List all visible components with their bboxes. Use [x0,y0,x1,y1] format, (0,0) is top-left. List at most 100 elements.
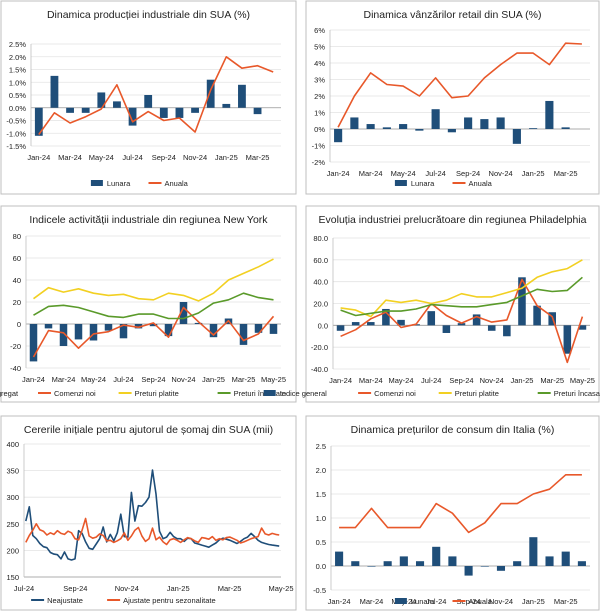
x-tick-label: Jul-24 [122,153,142,162]
bar-lunara [512,129,521,144]
bar-agregat [254,324,263,333]
x-tick-label: Jul-24 [426,597,446,606]
legend-item: Preturi încasate [217,389,287,398]
y-tick-label: 60 [13,254,21,263]
x-tick-label: Jul-24 [421,376,441,385]
bar-lunara [159,107,168,118]
bar-lunara [464,117,473,129]
y-tick-label: 0 [17,320,21,329]
bar-lunara [175,107,184,118]
bar-lunara [367,566,376,567]
x-tick-label: Jan-25 [522,169,545,178]
x-tick-label: May-24 [81,375,106,384]
legend-item: Anuala [148,179,189,188]
bar-indice-general [336,325,345,331]
chart-title: Dinamica producției industriale din SUA … [47,9,250,21]
bar-agregat [29,324,38,362]
bar-lunara [545,100,554,129]
y-tick-label: 0% [314,125,325,134]
x-tick-label: Nov-24 [489,169,513,178]
legend-item: Comenzi noi [38,389,96,398]
y-tick-label: 200 [6,546,19,555]
legend-swatch [263,390,276,396]
legend-label: Anuala [165,179,189,188]
legend-label: Neajustate [47,596,83,605]
y-tick-label: 20 [13,298,21,307]
x-tick-label: Jul-24 [14,584,34,593]
series-line-preturi-încasate [340,276,583,317]
x-tick-label: Mar-25 [554,597,578,606]
x-tick-label: Sep-24 [457,597,481,606]
bar-agregat [179,302,188,324]
bar-indice-general [427,311,436,326]
series-line-comenzi-noi [32,306,275,358]
bar-lunara [335,551,344,566]
bar-lunara [222,103,231,108]
x-tick-label: Nov-24 [115,584,139,593]
bar-lunara [561,127,570,129]
x-tick-label: Nov-24 [183,153,207,162]
x-tick-label: Mar-24 [359,376,383,385]
x-tick-label: Mar-25 [232,375,256,384]
bar-lunara [577,561,586,566]
legend-item: Lunara [90,179,131,188]
bar-indice-general [518,277,526,326]
bar-lunara [350,117,359,129]
x-tick-label: May-24 [391,169,416,178]
x-tick-label: Jan-25 [522,597,545,606]
x-tick-label: Nov-24 [489,597,513,606]
y-tick-label: 20.0 [313,300,328,309]
bar-lunara [561,551,570,566]
chart-panel-4: Evoluția industriei prelucrătoare din re… [263,205,600,403]
series-line-preturi-platite [340,259,583,318]
y-tick-label: 0.0% [9,104,26,113]
series-line-anuala [339,474,582,534]
x-tick-label: Mar-24 [58,153,82,162]
bar-lunara [464,566,473,576]
legend-label: Comenzi noi [54,389,96,398]
x-tick-label: Sep-24 [449,376,473,385]
bar-lunara [513,561,522,566]
y-tick-label: -2% [312,158,326,167]
bar-lunara [480,566,489,567]
x-tick-label: May-25 [268,584,293,593]
x-tick-label: Jan-25 [202,375,225,384]
bar-lunara [399,124,408,129]
legend-item: Indice general [263,389,327,398]
bar-agregat [164,324,173,337]
y-tick-label: 2.5% [9,40,26,49]
bar-lunara [447,129,456,133]
bar-agregat [149,324,158,327]
bar-lunara [128,107,137,126]
legend-label: Indice general [280,389,327,398]
bar-indice-general [578,325,587,330]
bar-lunara [97,92,106,108]
bar-indice-general [367,322,375,326]
bar-lunara [238,84,246,108]
bar-lunara [496,566,506,571]
y-tick-label: 1.5 [316,490,326,499]
y-tick-label: -0.5% [6,117,26,126]
legend-label: Preturi încasate [554,389,600,398]
x-tick-label: Jan-24 [327,169,350,178]
y-tick-label: 2.5 [316,442,326,451]
series-line-neajustate [25,469,280,561]
legend-label: Preturi încasate [234,389,287,398]
bar-lunara [382,127,391,129]
legend-label: Preturi platite [455,389,499,398]
chart-panel-6: Dinamica prețurilor de consum din Italia… [305,415,600,611]
bar-agregat [89,324,98,341]
x-tick-label: Mar-25 [246,153,270,162]
chart-title: Cererile inițiale pentru ajutorul de șom… [24,424,273,436]
x-tick-label: Mar-24 [360,597,384,606]
y-tick-label: 400 [6,440,19,449]
y-tick-label: 60.0 [313,256,328,265]
bar-agregat [269,324,278,334]
y-tick-label: 1.0% [9,78,26,87]
legend-swatch [394,598,407,604]
bar-lunara [113,101,121,108]
bar-agregat [44,324,53,329]
bar-agregat [194,322,203,324]
y-tick-label: 3% [314,76,325,85]
bar-lunara [529,128,538,129]
